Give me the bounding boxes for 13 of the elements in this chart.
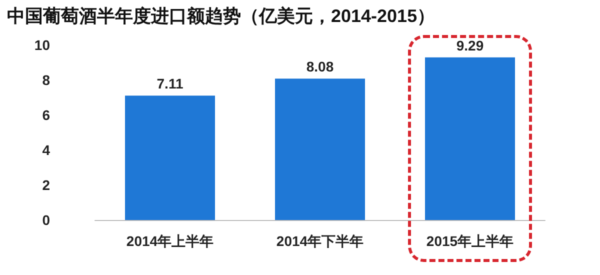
chart-title: 中国葡萄酒半年度进口额趋势（亿美元，2014-2015）: [7, 6, 436, 26]
data-label: 7.11: [156, 76, 184, 92]
y-tick-label: 2: [42, 177, 50, 193]
y-tick-label: 4: [42, 142, 50, 158]
y-tick-label: 10: [34, 37, 50, 53]
x-tick-label: 2015年上半年: [426, 233, 514, 249]
y-tick-label: 0: [42, 212, 50, 228]
data-label: 8.08: [306, 58, 334, 75]
data-label: 9.29: [456, 37, 484, 54]
x-tick-label: 2014年下半年: [276, 233, 364, 249]
y-tick-label: 8: [42, 72, 50, 88]
y-tick-label: 6: [42, 107, 50, 123]
x-tick-label: 2014年上半年: [126, 233, 214, 249]
